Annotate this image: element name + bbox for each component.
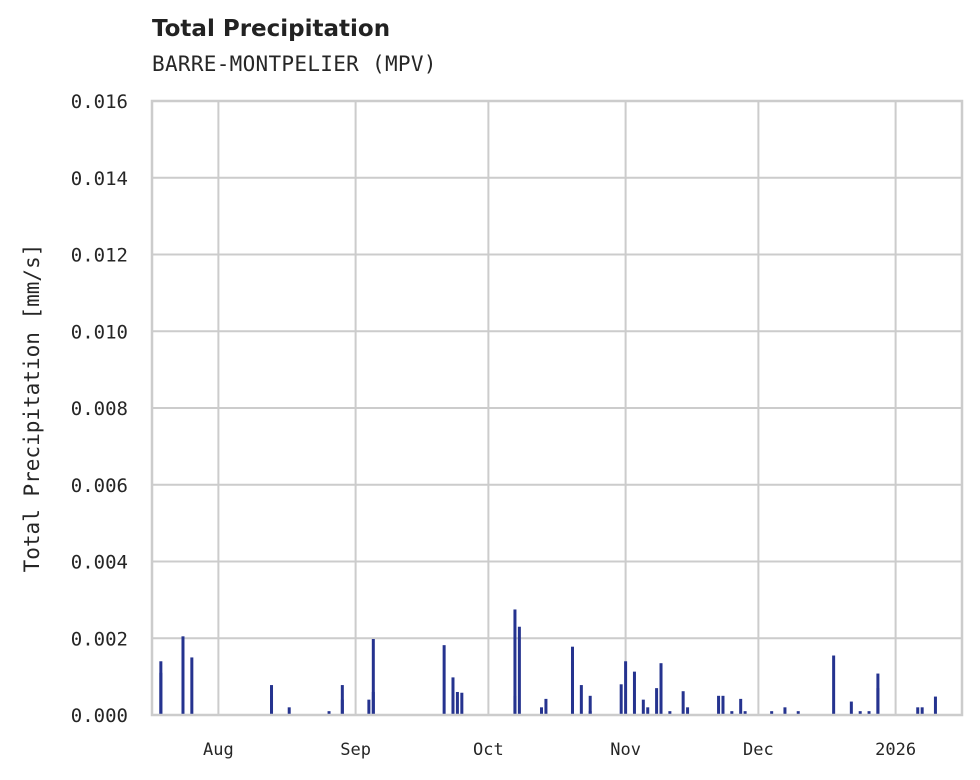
precip-bar xyxy=(867,711,871,715)
precip-bar xyxy=(681,691,685,715)
precip-bar xyxy=(190,657,194,715)
precip-bar xyxy=(668,711,672,715)
x-tick-label: Aug xyxy=(203,740,234,760)
y-tick-label: 0.012 xyxy=(71,245,128,267)
precip-bar xyxy=(367,699,371,715)
precip-bar xyxy=(783,707,787,715)
y-tick-label: 0.006 xyxy=(71,475,128,497)
precip-bar xyxy=(451,677,455,715)
data-bars xyxy=(159,609,937,715)
chart-title: Total Precipitation xyxy=(152,16,391,42)
precip-bar xyxy=(619,684,623,715)
x-tick-label: 2026 xyxy=(875,740,916,760)
precip-bar xyxy=(832,655,836,715)
y-axis-ticks: 0.000 0.002 0.004 0.006 0.008 0.010 0.012 0.014… xyxy=(71,91,128,727)
precip-bar xyxy=(655,688,659,715)
x-tick-label: Oct xyxy=(473,740,504,760)
precip-bar xyxy=(743,711,747,715)
precip-bar xyxy=(659,663,663,715)
chart-subtitle: BARRE-MONTPELIER (MPV) xyxy=(152,52,437,76)
precip-bar xyxy=(159,661,163,715)
precip-bar xyxy=(544,698,548,715)
y-tick-label: 0.014 xyxy=(71,168,128,190)
precip-bar xyxy=(796,711,800,715)
precip-bar xyxy=(270,685,274,715)
precip-bar xyxy=(460,692,464,715)
precip-bar xyxy=(686,707,690,715)
precip-bar xyxy=(641,699,645,715)
precip-bar xyxy=(540,707,544,715)
precip-bar xyxy=(858,711,862,715)
y-tick-label: 0.008 xyxy=(71,398,128,420)
precip-bar xyxy=(181,636,185,715)
y-tick-label: 0.004 xyxy=(71,552,128,574)
precip-bar xyxy=(371,691,375,715)
x-tick-label: Dec xyxy=(743,740,774,760)
y-tick-label: 0.000 xyxy=(71,705,128,727)
gridlines xyxy=(152,100,962,716)
precip-bar xyxy=(730,711,734,715)
precip-bar xyxy=(646,707,650,715)
precip-bar xyxy=(588,711,592,715)
x-tick-label: Nov xyxy=(610,740,641,760)
precip-bar xyxy=(513,609,517,715)
plot-frame xyxy=(150,99,964,717)
precip-bar xyxy=(442,645,446,715)
precip-bar xyxy=(371,639,375,715)
precip-bar xyxy=(876,688,880,715)
x-axis-ticks: Aug Sep Oct Nov Dec 2026 xyxy=(203,740,916,760)
precip-bar xyxy=(570,646,574,715)
precip-bar xyxy=(632,671,636,715)
precip-bar xyxy=(327,711,331,715)
precip-bar xyxy=(721,695,725,715)
precip-bar xyxy=(340,685,344,715)
x-tick-label: Sep xyxy=(340,740,371,760)
precip-bar xyxy=(933,696,937,715)
y-tick-label: 0.016 xyxy=(71,91,128,113)
precip-bar xyxy=(717,695,721,715)
precip-bar xyxy=(849,701,853,715)
precip-bar xyxy=(770,711,774,715)
precip-bar xyxy=(287,707,291,715)
precip-bar xyxy=(920,707,924,715)
precip-bar xyxy=(588,695,592,715)
precip-bar xyxy=(916,707,920,715)
precip-bar xyxy=(455,691,459,715)
precip-bar xyxy=(739,698,743,715)
precip-bar xyxy=(517,626,521,715)
y-tick-label: 0.010 xyxy=(71,321,128,343)
y-tick-label: 0.002 xyxy=(71,628,128,650)
precip-bar xyxy=(579,685,583,715)
precip-bar xyxy=(624,661,628,715)
